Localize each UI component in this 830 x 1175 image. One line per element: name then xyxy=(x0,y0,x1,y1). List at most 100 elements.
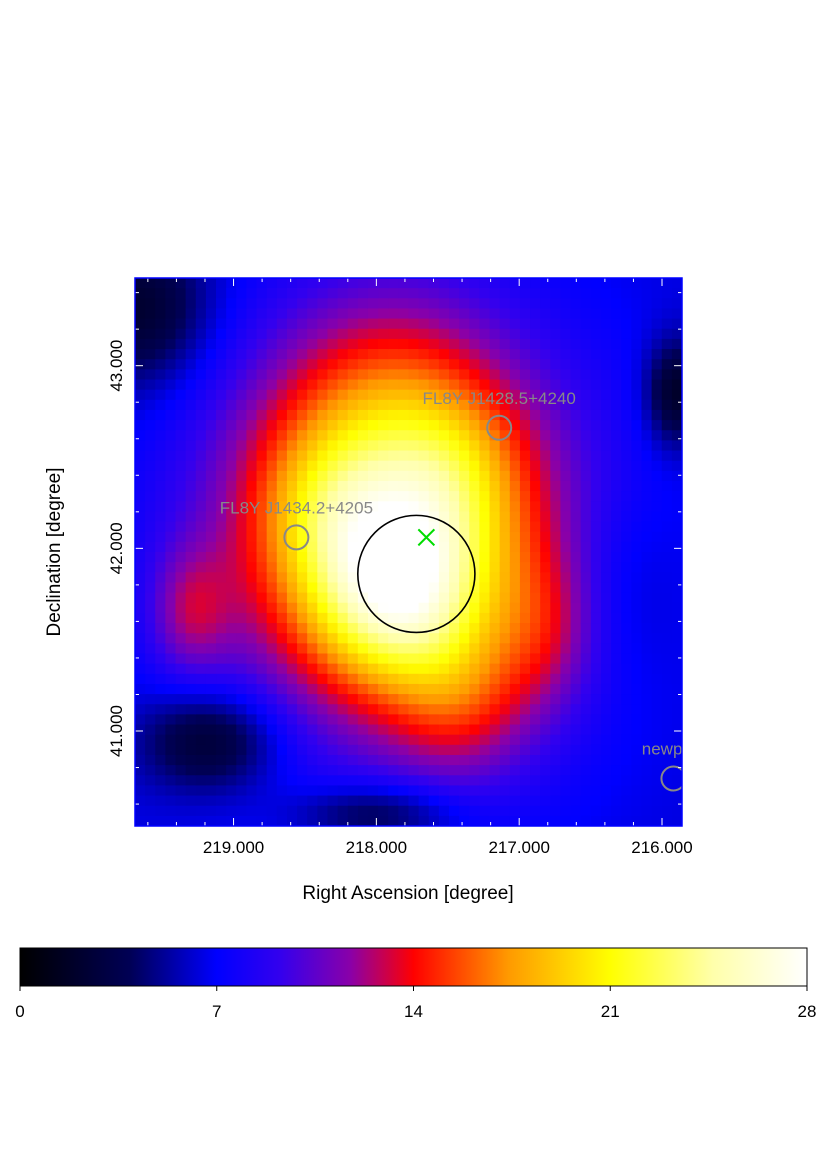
map-pixel xyxy=(175,308,187,320)
map-pixel xyxy=(469,552,481,563)
map-pixel xyxy=(398,775,410,787)
map-pixel xyxy=(580,440,592,452)
map-pixel xyxy=(347,420,359,431)
map-pixel xyxy=(418,338,430,350)
map-pixel xyxy=(347,389,359,401)
map-pixel xyxy=(428,633,440,644)
map-pixel xyxy=(661,623,673,634)
map-pixel xyxy=(418,369,430,381)
map-pixel xyxy=(611,288,622,299)
map-pixel xyxy=(621,399,632,411)
map-pixel xyxy=(611,460,622,472)
map-pixel xyxy=(550,480,562,492)
map-pixel xyxy=(590,491,602,502)
map-pixel xyxy=(479,278,491,289)
map-pixel xyxy=(195,440,207,452)
map-pixel xyxy=(266,673,278,685)
map-pixel xyxy=(560,430,572,441)
map-pixel xyxy=(631,389,643,401)
map-pixel xyxy=(357,338,369,350)
map-pixel xyxy=(307,389,318,401)
map-pixel xyxy=(530,754,541,766)
map-pixel xyxy=(286,379,298,391)
map-pixel xyxy=(641,643,653,655)
map-pixel xyxy=(367,643,379,655)
map-pixel xyxy=(205,349,217,360)
map-pixel xyxy=(570,349,582,360)
map-pixel xyxy=(398,349,410,360)
map-pixel xyxy=(530,744,541,756)
map-pixel xyxy=(651,288,663,299)
map-pixel xyxy=(428,531,440,543)
map-pixel xyxy=(530,409,541,421)
map-pixel xyxy=(519,653,531,665)
map-pixel xyxy=(469,694,481,705)
map-pixel xyxy=(519,278,531,289)
map-pixel xyxy=(580,379,592,391)
map-pixel xyxy=(489,430,501,441)
map-pixel xyxy=(489,399,501,411)
map-pixel xyxy=(661,409,673,421)
map-pixel xyxy=(600,521,612,533)
map-pixel xyxy=(540,480,551,492)
map-pixel xyxy=(205,399,217,411)
map-pixel xyxy=(621,420,632,431)
map-pixel xyxy=(175,420,187,431)
map-pixel xyxy=(590,460,602,472)
map-pixel xyxy=(165,541,177,553)
map-pixel xyxy=(418,541,430,553)
map-pixel xyxy=(671,288,682,299)
map-pixel xyxy=(408,369,420,381)
map-pixel xyxy=(175,389,187,401)
map-pixel xyxy=(246,694,258,705)
map-pixel xyxy=(428,379,440,391)
map-pixel xyxy=(266,450,278,462)
map-pixel xyxy=(621,470,632,482)
map-pixel xyxy=(307,653,318,665)
map-pixel xyxy=(307,298,318,310)
map-pixel xyxy=(479,683,491,695)
map-pixel xyxy=(388,369,399,381)
map-pixel xyxy=(226,815,237,826)
map-pixel xyxy=(469,278,481,289)
map-pixel xyxy=(611,379,622,391)
map-pixel xyxy=(661,460,673,472)
map-pixel xyxy=(135,643,146,655)
map-pixel xyxy=(347,572,359,584)
map-pixel xyxy=(327,399,339,411)
extraction-region-circle xyxy=(356,514,476,634)
map-pixel xyxy=(651,562,663,573)
map-pixel xyxy=(155,470,166,482)
map-pixel xyxy=(195,612,207,624)
map-pixel xyxy=(631,328,643,340)
map-pixel xyxy=(388,673,399,685)
map-pixel xyxy=(600,592,612,604)
map-pixel xyxy=(367,359,379,370)
map-pixel xyxy=(286,623,298,634)
map-pixel xyxy=(327,795,339,807)
map-pixel xyxy=(428,460,440,472)
map-pixel xyxy=(560,592,572,604)
map-pixel xyxy=(195,349,207,360)
map-pixel xyxy=(631,673,643,685)
map-pixel xyxy=(286,673,298,685)
map-pixel xyxy=(418,815,430,826)
map-pixel xyxy=(276,602,288,614)
map-pixel xyxy=(317,795,329,807)
map-pixel xyxy=(317,389,329,401)
map-pixel xyxy=(661,328,673,340)
map-pixel xyxy=(580,795,592,807)
map-pixel xyxy=(580,288,592,299)
map-pixel xyxy=(388,521,399,533)
map-pixel xyxy=(388,511,399,523)
map-pixel xyxy=(276,734,288,746)
map-pixel xyxy=(550,298,562,310)
map-pixel xyxy=(560,480,572,492)
map-pixel xyxy=(459,673,470,685)
map-pixel xyxy=(357,480,369,492)
map-pixel xyxy=(519,633,531,644)
y-tick-label: 41.000 xyxy=(107,705,126,757)
map-pixel xyxy=(286,470,298,482)
map-pixel xyxy=(489,633,501,644)
map-pixel xyxy=(540,470,551,482)
